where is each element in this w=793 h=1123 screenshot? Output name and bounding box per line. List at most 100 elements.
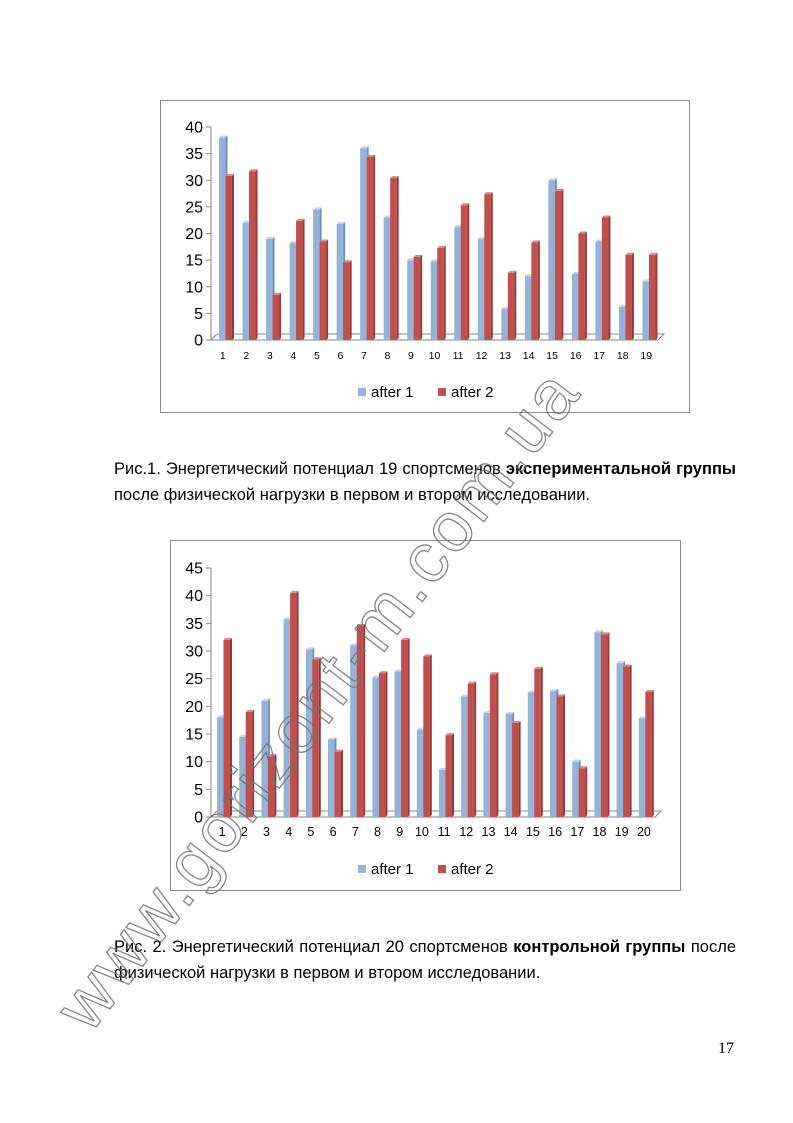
chart-1-x-tick-label: 9 <box>408 350 414 362</box>
chart-1-y-tick-label: 40 <box>185 120 203 137</box>
chart-1-bar-2-7 <box>366 154 376 340</box>
chart-2-bar-2-11 <box>445 733 454 817</box>
chart-2-legend-swatch-2 <box>438 865 446 873</box>
chart-2-x-tick-label: 18 <box>593 825 607 839</box>
chart-1-legend-swatch-1 <box>358 388 366 396</box>
chart-1-bar-2-19 <box>648 252 658 340</box>
chart-2-bar-2-16 <box>556 694 565 817</box>
chart-2-bar-2-13 <box>489 672 499 817</box>
chart-1-bar-2-13 <box>507 270 517 340</box>
chart-2-y-tick-label: 35 <box>185 616 203 633</box>
chart-1-y-tick-label: 30 <box>185 173 203 190</box>
chart-2-bar-2-19 <box>623 664 632 817</box>
chart-1-y-tick-label: 35 <box>185 146 203 163</box>
chart-2-x-axis-floor <box>210 810 663 818</box>
figure-1-caption: Рис.1. Энергетический потенциал 19 спорт… <box>114 456 736 508</box>
chart-2-x-tick-label: 11 <box>438 825 451 839</box>
caption-1-bold-text: экспериментальной группы <box>505 459 736 478</box>
caption-2-bold-text: контрольной группы <box>513 937 686 956</box>
chart-1-y-tick-label: 15 <box>185 253 203 270</box>
chart-2-bar-2-18 <box>600 632 610 817</box>
chart-2-x-tick-label: 14 <box>504 825 518 839</box>
chart-1-legend-label-1: after 1 <box>371 384 414 401</box>
chart-2-legend-swatch-1 <box>358 865 366 873</box>
chart-1-y-tick-label: 25 <box>185 199 203 216</box>
chart-1-bar-2-11 <box>460 203 470 340</box>
chart-1-legend-label-2: after 2 <box>451 384 494 401</box>
chart-1-x-tick-label: 4 <box>290 350 296 362</box>
chart-2-y-tick-label: 25 <box>185 671 203 688</box>
chart-2-bar-2-3 <box>267 754 277 817</box>
chart-1-x-tick-label: 8 <box>385 350 391 362</box>
chart-2-bar-2-1 <box>223 637 232 817</box>
chart-2-x-tick-label: 6 <box>330 825 337 839</box>
chart-2-bar-2-4 <box>290 590 299 817</box>
chart-1-bar-2-1 <box>225 173 234 340</box>
chart-1-bar-2-8 <box>390 176 399 340</box>
chart-2-x-tick-label: 16 <box>548 825 562 839</box>
chart-2-x-tick-label: 19 <box>615 825 629 839</box>
chart-2-bar-2-8 <box>378 671 388 817</box>
chart-2-y-tick-label: 45 <box>185 561 203 578</box>
chart-1-y-tick-label: 10 <box>185 279 203 296</box>
chart-2-y-tick-label: 20 <box>185 699 203 716</box>
chart-1-bar-2-17 <box>601 215 611 340</box>
chart-2-y-tick-label: 10 <box>185 754 203 771</box>
chart-1-bar-2-9 <box>413 254 423 340</box>
chart-1-x-tick-label: 2 <box>243 350 249 362</box>
caption-2-text-start: Рис. 2. Энергетический потенциал 20 спор… <box>114 937 514 956</box>
chart-1-bar-2-14 <box>531 240 540 340</box>
chart-1-x-tick-label: 14 <box>523 350 535 362</box>
chart-2-bar-2-6 <box>334 749 343 817</box>
chart-2-x-tick-label: 2 <box>241 825 248 839</box>
chart-2-y-tick-label: 30 <box>185 644 203 661</box>
chart-2-y-tick-label: 0 <box>194 810 203 827</box>
chart-1-x-tick-label: 10 <box>429 350 441 362</box>
chart-2-x-tick-label: 9 <box>396 825 403 839</box>
chart-1-x-tick-label: 13 <box>499 350 511 362</box>
chart-1-x-tick-label: 6 <box>337 350 343 362</box>
chart-1-bar-2-10 <box>437 245 446 340</box>
chart-2-x-tick-label: 13 <box>482 825 496 839</box>
chart-1-bar-2-3 <box>272 292 282 340</box>
chart-2-x-tick-label: 20 <box>637 825 651 839</box>
chart-2-bar-2-14 <box>512 720 521 817</box>
chart-1-x-tick-label: 12 <box>476 350 488 362</box>
chart-2-bar-2-20 <box>645 689 654 817</box>
chart-2-bar-2-9 <box>401 637 410 817</box>
chart-1-legend-swatch-2 <box>438 388 446 396</box>
chart-1-x-tick-label: 19 <box>640 350 652 362</box>
chart-2-x-tick-label: 1 <box>219 825 226 839</box>
chart-2-y-tick-label: 15 <box>185 727 203 744</box>
chart-2-y-tick-label: 40 <box>185 588 203 605</box>
chart-2-x-tick-label: 3 <box>263 825 270 839</box>
chart-2-bar-2-12 <box>467 681 477 817</box>
chart-2-legend-label-1: after 1 <box>371 861 414 878</box>
chart-2-x-tick-label: 4 <box>285 825 292 839</box>
chart-2-bar-2-10 <box>423 654 432 817</box>
chart-1-bar-2-6 <box>343 260 352 340</box>
chart-2-bar-2-17 <box>578 766 588 817</box>
chart-1-bar-2-2 <box>249 169 258 340</box>
chart-2-bar-2-2 <box>245 709 255 817</box>
chart-1-x-tick-label: 1 <box>220 350 226 362</box>
chart-1-bar-2-12 <box>484 192 493 340</box>
chart-1-x-tick-label: 15 <box>546 350 558 362</box>
chart-1-y-tick-label: 20 <box>185 226 203 243</box>
chart-1-bar-2-15 <box>554 188 564 340</box>
chart-1-bar-2-4 <box>296 218 305 340</box>
chart-2-x-tick-label: 15 <box>526 825 540 839</box>
chart-2-bar-2-5 <box>312 657 321 817</box>
caption-1-text-start: Рис.1. Энергетический потенциал 19 спорт… <box>114 459 506 478</box>
chart-2-x-tick-label: 12 <box>459 825 473 839</box>
chart-2-x-tick-label: 5 <box>307 825 314 839</box>
chart-2-bar-2-15 <box>534 666 543 817</box>
chart-1-x-tick-label: 3 <box>267 350 273 362</box>
chart-1-x-tick-label: 5 <box>314 350 320 362</box>
chart-2-x-tick-label: 17 <box>570 825 584 839</box>
chart-2-bar-2-7 <box>356 624 366 817</box>
chart-1-x-tick-label: 18 <box>617 350 629 362</box>
chart-1-bar-2-18 <box>625 252 634 340</box>
